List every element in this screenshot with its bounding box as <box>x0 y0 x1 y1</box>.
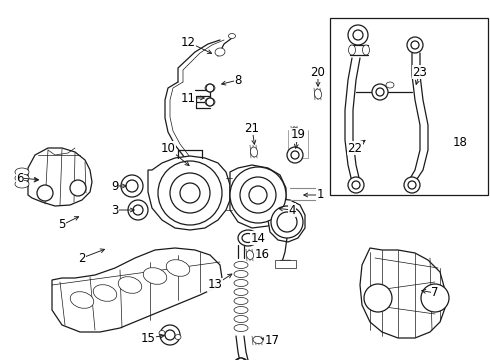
Ellipse shape <box>234 324 248 332</box>
Ellipse shape <box>205 98 215 106</box>
Text: 21: 21 <box>245 122 260 135</box>
Text: 2: 2 <box>78 252 86 265</box>
Text: 12: 12 <box>180 36 196 49</box>
Ellipse shape <box>363 45 369 55</box>
Ellipse shape <box>159 330 165 336</box>
Circle shape <box>364 284 392 312</box>
Ellipse shape <box>386 82 394 88</box>
Circle shape <box>372 84 388 100</box>
Ellipse shape <box>15 168 29 176</box>
Ellipse shape <box>234 270 248 278</box>
Ellipse shape <box>175 334 181 339</box>
Circle shape <box>376 88 384 96</box>
Text: 7: 7 <box>431 287 439 300</box>
Circle shape <box>421 284 449 312</box>
Ellipse shape <box>315 89 321 99</box>
Text: 9: 9 <box>111 180 119 193</box>
Ellipse shape <box>348 45 356 55</box>
Text: 16: 16 <box>254 248 270 261</box>
Polygon shape <box>52 248 222 332</box>
Circle shape <box>348 25 368 45</box>
Polygon shape <box>148 156 230 230</box>
Circle shape <box>408 181 416 189</box>
Circle shape <box>206 84 214 92</box>
Circle shape <box>160 325 180 345</box>
Text: 22: 22 <box>347 141 363 154</box>
Circle shape <box>133 205 143 215</box>
Circle shape <box>206 98 214 106</box>
Text: 5: 5 <box>58 219 66 231</box>
Polygon shape <box>28 148 92 206</box>
Ellipse shape <box>205 84 215 92</box>
Circle shape <box>348 177 364 193</box>
Circle shape <box>70 180 86 196</box>
Text: 4: 4 <box>288 203 296 216</box>
Polygon shape <box>360 248 445 338</box>
Polygon shape <box>275 260 296 268</box>
Ellipse shape <box>166 260 190 276</box>
Text: 13: 13 <box>208 279 222 292</box>
Ellipse shape <box>242 234 254 243</box>
Text: 18: 18 <box>453 135 467 148</box>
Ellipse shape <box>15 180 29 188</box>
Ellipse shape <box>292 127 298 137</box>
Circle shape <box>158 161 222 225</box>
Circle shape <box>126 180 138 192</box>
Ellipse shape <box>253 337 263 343</box>
Ellipse shape <box>228 33 236 39</box>
Circle shape <box>37 185 53 201</box>
Circle shape <box>411 41 419 49</box>
Ellipse shape <box>234 261 248 269</box>
Text: 23: 23 <box>413 66 427 78</box>
Circle shape <box>352 181 360 189</box>
Circle shape <box>249 186 267 204</box>
Circle shape <box>404 177 420 193</box>
Text: 15: 15 <box>141 332 155 345</box>
Ellipse shape <box>250 147 258 157</box>
Ellipse shape <box>234 288 248 296</box>
Ellipse shape <box>93 285 117 301</box>
Polygon shape <box>268 199 305 242</box>
Circle shape <box>237 358 245 360</box>
Circle shape <box>353 30 363 40</box>
Ellipse shape <box>215 48 225 56</box>
Circle shape <box>287 147 303 163</box>
Ellipse shape <box>235 358 247 360</box>
Circle shape <box>128 200 148 220</box>
Text: 1: 1 <box>316 189 324 202</box>
Ellipse shape <box>234 315 248 323</box>
Ellipse shape <box>246 251 253 260</box>
Circle shape <box>230 167 286 223</box>
Ellipse shape <box>234 297 248 305</box>
Ellipse shape <box>238 230 258 246</box>
Text: 3: 3 <box>111 203 119 216</box>
Circle shape <box>180 183 200 203</box>
Text: 10: 10 <box>161 141 175 154</box>
Text: 20: 20 <box>311 66 325 78</box>
Circle shape <box>277 212 297 232</box>
Ellipse shape <box>190 167 202 176</box>
Ellipse shape <box>118 277 142 293</box>
Ellipse shape <box>234 306 248 314</box>
Polygon shape <box>230 165 286 228</box>
Text: 6: 6 <box>16 171 24 184</box>
Circle shape <box>121 175 143 197</box>
Circle shape <box>407 37 423 53</box>
Text: 8: 8 <box>234 73 242 86</box>
Ellipse shape <box>70 292 94 308</box>
Circle shape <box>291 151 299 159</box>
Text: 11: 11 <box>180 91 196 104</box>
Ellipse shape <box>15 174 29 182</box>
Text: 17: 17 <box>265 333 279 346</box>
Bar <box>330 18 488 195</box>
Circle shape <box>170 173 210 213</box>
Ellipse shape <box>234 279 248 287</box>
Circle shape <box>165 330 175 340</box>
Ellipse shape <box>143 268 167 284</box>
Circle shape <box>271 206 303 238</box>
Circle shape <box>240 177 276 213</box>
Text: 19: 19 <box>291 129 305 141</box>
Text: 14: 14 <box>250 231 266 244</box>
